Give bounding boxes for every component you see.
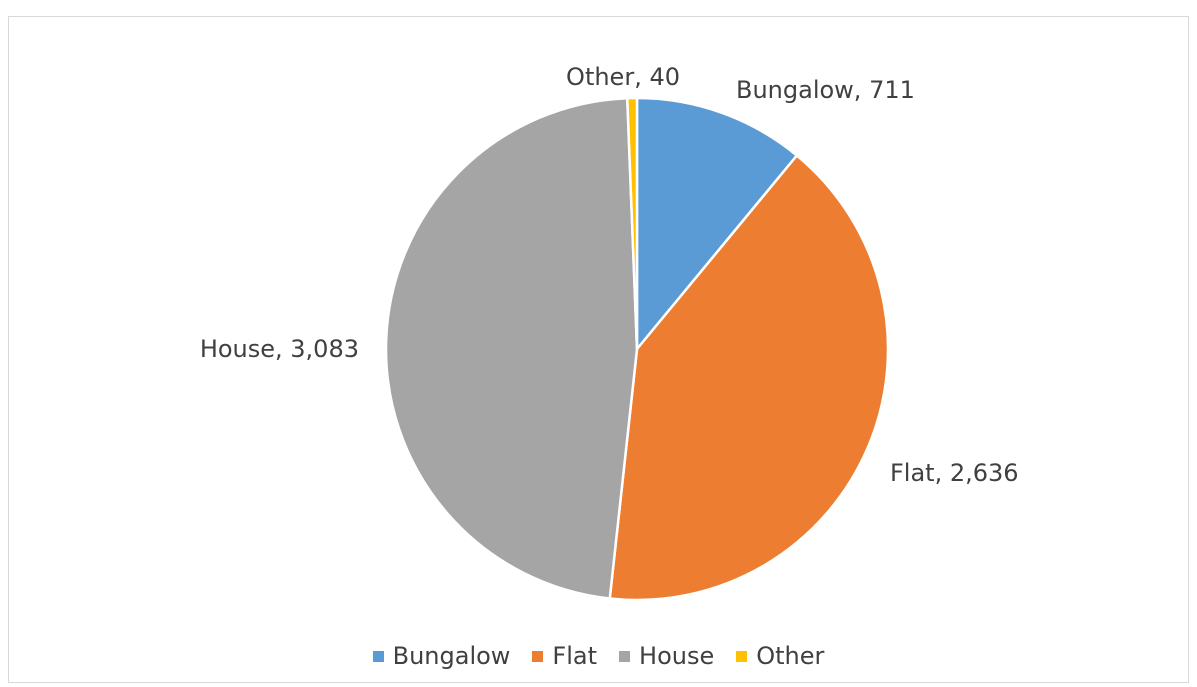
pie-slice-other (626, 96, 639, 351)
data-label-flat: Flat, 2,636 (890, 459, 1019, 487)
legend-label-house: House (639, 642, 715, 670)
data-label-other: Other, 40 (566, 63, 680, 91)
legend-label-bungalow: Bungalow (392, 642, 511, 670)
legend-item-flat: Flat (532, 642, 597, 670)
legend-swatch-other (736, 650, 748, 662)
pie-slice-house (384, 96, 639, 600)
pie-slice-bungalow (635, 96, 799, 351)
legend-item-other: Other (736, 642, 824, 670)
data-label-bungalow: Bungalow, 711 (736, 76, 915, 104)
legend-label-other: Other (756, 642, 825, 670)
legend-swatch-house (619, 650, 631, 662)
legend: Bungalow Flat House Other (0, 636, 1197, 676)
legend-item-house: House (619, 642, 714, 670)
legend-item-bungalow: Bungalow (372, 642, 511, 670)
pie-slice-flat (608, 154, 890, 602)
data-label-house: House, 3,083 (200, 335, 359, 363)
legend-swatch-flat (532, 650, 544, 662)
legend-label-flat: Flat (552, 642, 598, 670)
legend-swatch-bungalow (372, 650, 384, 662)
